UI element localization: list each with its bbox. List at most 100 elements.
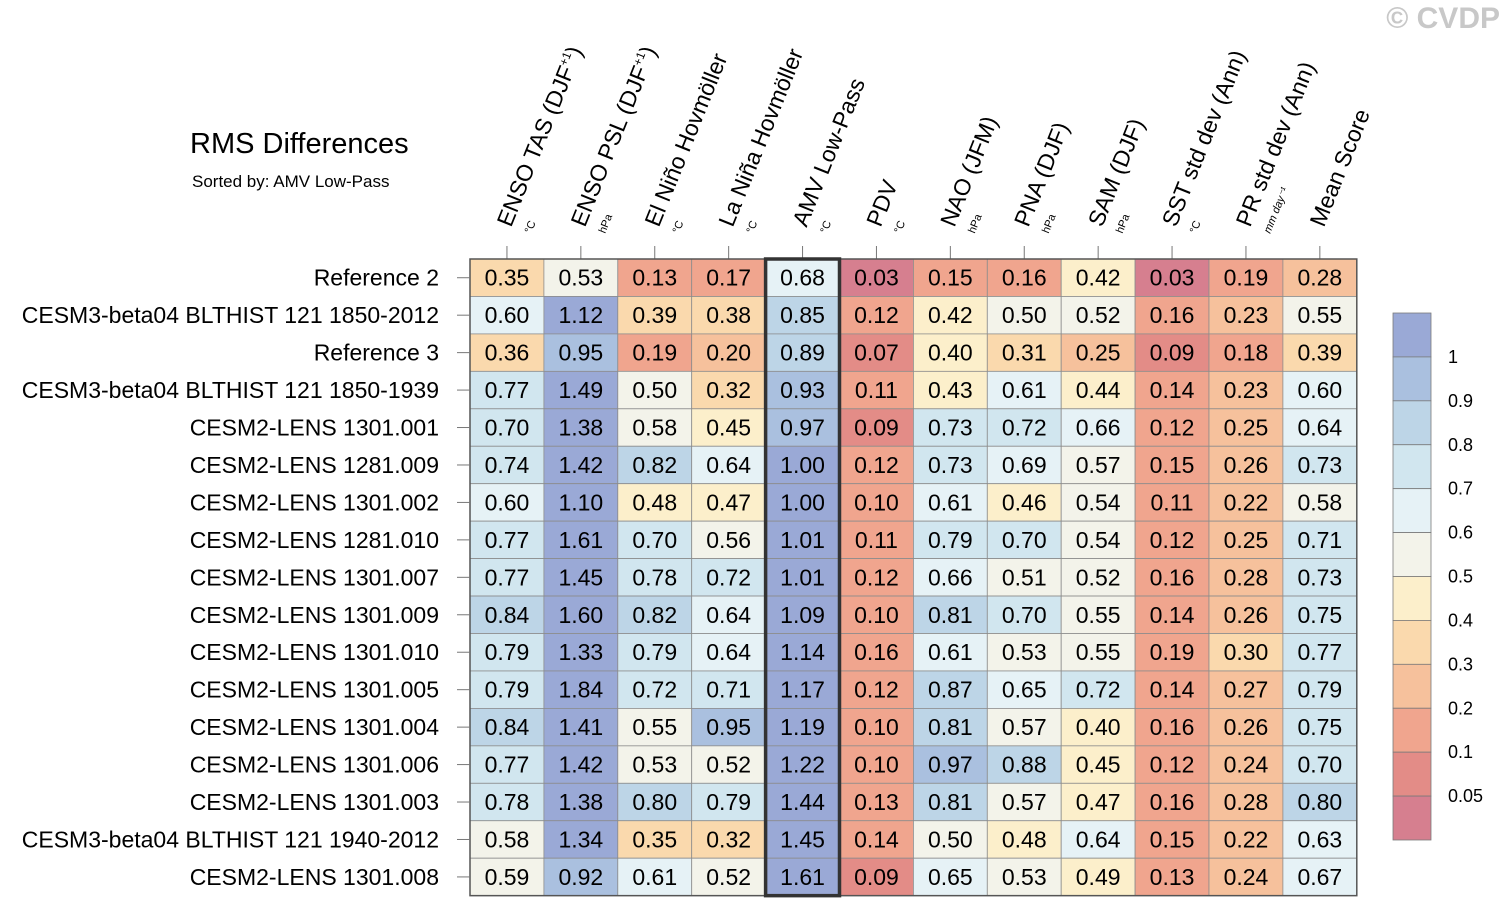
column-unit-label: °C [671, 219, 687, 235]
cell-value-label: 1.17 [780, 677, 825, 703]
heatmap-cell [913, 296, 988, 335]
heatmap-cell [839, 745, 914, 784]
cell-value-label: 0.48 [1002, 826, 1047, 852]
cell-value-label: 0.72 [706, 564, 751, 590]
colorbar-tick-label: 0.4 [1448, 610, 1473, 630]
cell-value-label: 0.26 [1224, 452, 1269, 478]
cell-value-label: 0.81 [928, 602, 973, 628]
column-header-label: SAM (DJF) [1083, 115, 1150, 230]
column-header: Mean Score [1304, 105, 1375, 230]
table-row: 0.77 1.42 0.53 0.52 1.22 0.10 0.97 0.88 0.45 0.12… [469, 745, 1358, 784]
heatmap-cell [1134, 258, 1210, 297]
cell-value-label: 0.39 [1297, 340, 1342, 366]
heatmap-cell [765, 333, 840, 372]
heatmap-cell [691, 745, 767, 784]
cell-value-label: 0.74 [485, 452, 530, 478]
cell-value-label: 0.72 [1002, 415, 1047, 441]
cell-value-label: 0.56 [706, 527, 751, 553]
cell-value-label: 0.93 [780, 377, 825, 403]
cell-value-label: 0.79 [706, 789, 751, 815]
cell-value-label: 0.66 [928, 564, 973, 590]
heatmap-cell [1060, 782, 1136, 822]
cell-value-label: 0.09 [1150, 340, 1195, 366]
row-label: CESM3-beta04 BLTHIST 121 1850-1939 [22, 377, 439, 403]
row-label: Reference 3 [314, 340, 439, 366]
heatmap-cell [839, 333, 914, 372]
heatmap-cell [1282, 857, 1358, 897]
heatmap-cell [1060, 558, 1136, 597]
heatmap-cell [1282, 445, 1358, 485]
heatmap-cell [691, 408, 767, 447]
cell-value-label: 0.13 [1150, 864, 1195, 890]
cell-value-label: 0.75 [1297, 714, 1342, 740]
heatmap-cell [1060, 520, 1136, 560]
cell-value-label: 0.53 [1002, 864, 1047, 890]
column-unit-label: hPa [966, 212, 985, 235]
row-label: CESM2-LENS 1301.002 [190, 489, 439, 515]
cell-value-label: 0.70 [1002, 527, 1047, 553]
cell-value-label: 0.54 [1076, 527, 1121, 553]
cell-value-label: 0.15 [1150, 826, 1195, 852]
colorbar-tick-label: 0.3 [1448, 654, 1473, 674]
heatmap-cell [986, 745, 1062, 784]
cell-value-label: 0.14 [1150, 677, 1195, 703]
heatmap-cell [617, 483, 693, 522]
cell-value-label: 0.28 [1297, 265, 1342, 291]
heatmap-cell [543, 670, 619, 709]
cell-value-label: 0.30 [1224, 639, 1269, 665]
table-row: 0.36 0.95 0.19 0.20 0.89 0.07 0.40 0.31 0.25 0.09… [469, 333, 1358, 372]
heatmap-cell [617, 708, 693, 747]
cell-value-label: 0.43 [928, 377, 973, 403]
heatmap-cell [986, 782, 1062, 822]
column-header-label: PNA (DJF) [1009, 118, 1074, 230]
cell-value-label: 0.10 [854, 602, 899, 628]
row-label: CESM2-LENS 1281.009 [190, 452, 439, 478]
cell-value-label: 1.84 [558, 677, 603, 703]
cell-value-label: 0.52 [1076, 302, 1121, 328]
cell-value-label: 1.45 [780, 826, 825, 852]
heatmap-cell [1060, 708, 1136, 747]
heatmap-cell [986, 633, 1062, 672]
heatmap-cell [543, 857, 619, 897]
cell-value-label: 0.60 [485, 489, 530, 515]
colorbar: 1 0.9 0.8 0.7 0.6 0.5 0.4 0.3 0.2 0.1 0.05 [1392, 312, 1483, 841]
row-label: CESM2-LENS 1301.003 [190, 789, 439, 815]
heatmap-cell [765, 857, 840, 897]
colorbar-tick-label: 0.9 [1448, 391, 1473, 411]
heatmap-cell [1060, 483, 1136, 522]
heatmap-cell [1060, 296, 1136, 335]
cell-value-label: 0.16 [1150, 714, 1195, 740]
cell-value-label: 0.80 [1297, 789, 1342, 815]
cell-value-label: 0.85 [780, 302, 825, 328]
cell-value-label: 0.07 [854, 340, 899, 366]
cell-value-label: 0.97 [928, 752, 973, 778]
heatmap-cell [543, 258, 619, 297]
cell-value-label: 1.42 [558, 452, 603, 478]
cell-value-label: 0.51 [1002, 564, 1047, 590]
heatmap-cell [986, 857, 1062, 897]
heatmap-cell [691, 670, 767, 709]
cell-value-label: 1.44 [780, 789, 825, 815]
cell-value-label: 0.48 [632, 489, 677, 515]
heatmap-cell [1282, 333, 1358, 372]
heatmap-cell [1060, 445, 1136, 485]
heatmap-cell [839, 258, 914, 297]
cell-value-label: 0.84 [485, 602, 530, 628]
cell-value-label: 0.14 [1150, 602, 1195, 628]
cell-value-label: 1.42 [558, 752, 603, 778]
heatmap-cell [913, 408, 988, 447]
heatmap-cell [1134, 857, 1210, 897]
cell-value-label: 0.47 [706, 489, 751, 515]
heatmap-cell [913, 595, 988, 634]
table-row: 0.35 0.53 0.13 0.17 0.68 0.03 0.15 0.16 0.42 0.03… [469, 258, 1358, 297]
cell-value-label: 0.16 [1150, 789, 1195, 815]
cell-value-label: 0.80 [632, 789, 677, 815]
cell-value-label: 1.09 [780, 602, 825, 628]
cell-value-label: 0.70 [1297, 752, 1342, 778]
column-header: PDV°C [861, 176, 908, 235]
heatmap-cell [1208, 595, 1284, 634]
cell-value-label: 0.31 [1002, 340, 1047, 366]
cell-value-label: 0.20 [706, 340, 751, 366]
heatmap-cell [913, 745, 988, 784]
cell-value-label: 0.57 [1002, 789, 1047, 815]
